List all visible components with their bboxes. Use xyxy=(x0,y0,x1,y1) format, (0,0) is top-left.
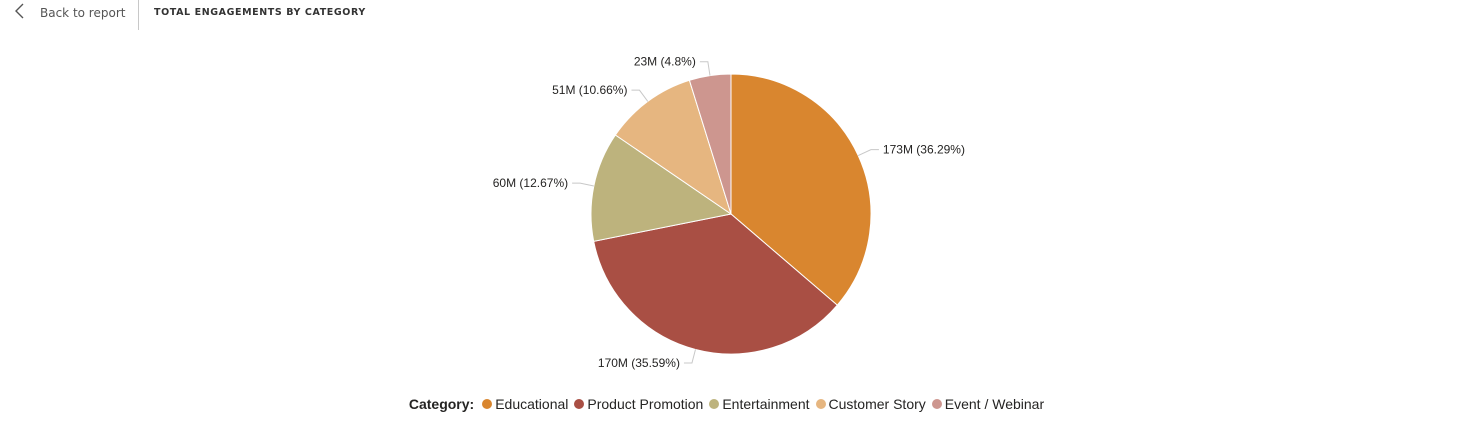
back-to-report-button[interactable]: Back to report xyxy=(14,2,125,24)
legend-item[interactable]: Customer Story xyxy=(815,396,926,412)
legend-label: Event / Webinar xyxy=(944,396,1045,412)
legend-label: Entertainment xyxy=(722,396,810,412)
legend-marker xyxy=(482,399,493,409)
pie-slice-event-webinar[interactable] xyxy=(688,73,732,215)
data-label: 173M (36.29%) xyxy=(883,143,965,157)
legend-label: Customer Story xyxy=(828,396,926,412)
pie-slice-entertainment[interactable] xyxy=(590,134,733,242)
pie-slice-educational[interactable] xyxy=(730,73,872,306)
data-label: 60M (12.67%) xyxy=(493,176,568,190)
chevron-left-icon xyxy=(14,3,26,24)
header-divider xyxy=(138,0,139,30)
legend-item[interactable]: Educational xyxy=(482,396,568,412)
leader-line xyxy=(857,149,879,156)
pie-chart: 173M (36.29%) 170M (35.59%) 60M (12.67%) 51… xyxy=(493,55,965,370)
data-label: 23M (4.8%) xyxy=(634,55,696,69)
pie-slice-customer-story[interactable] xyxy=(614,79,732,216)
data-label: 51M (10.66%) xyxy=(552,83,627,97)
top-bar: Back to report TOTAL ENGAGEMENTS BY CATE… xyxy=(0,0,1459,30)
legend-item[interactable]: Event / Webinar xyxy=(931,396,1045,412)
data-label: 170M (35.59%) xyxy=(598,356,680,370)
legend-marker xyxy=(574,399,585,409)
leader-line xyxy=(699,61,711,76)
legend-label: Product Promotion xyxy=(587,396,704,412)
leader-line xyxy=(572,182,594,187)
page-title: TOTAL ENGAGEMENTS BY CATEGORY xyxy=(154,7,366,18)
leader-line xyxy=(631,89,649,102)
legend-item[interactable]: Entertainment xyxy=(709,396,810,412)
legend-marker xyxy=(815,399,826,409)
leader-line xyxy=(683,349,696,364)
legend-marker xyxy=(931,399,942,409)
back-to-report-label: Back to report xyxy=(40,6,126,20)
legend-title: Category: xyxy=(408,396,475,412)
legend-marker xyxy=(709,399,720,409)
legend: Category: Educational Product Promotion En… xyxy=(0,396,1459,412)
legend-item[interactable]: Product Promotion xyxy=(574,396,703,412)
legend-label: Educational xyxy=(495,396,569,412)
